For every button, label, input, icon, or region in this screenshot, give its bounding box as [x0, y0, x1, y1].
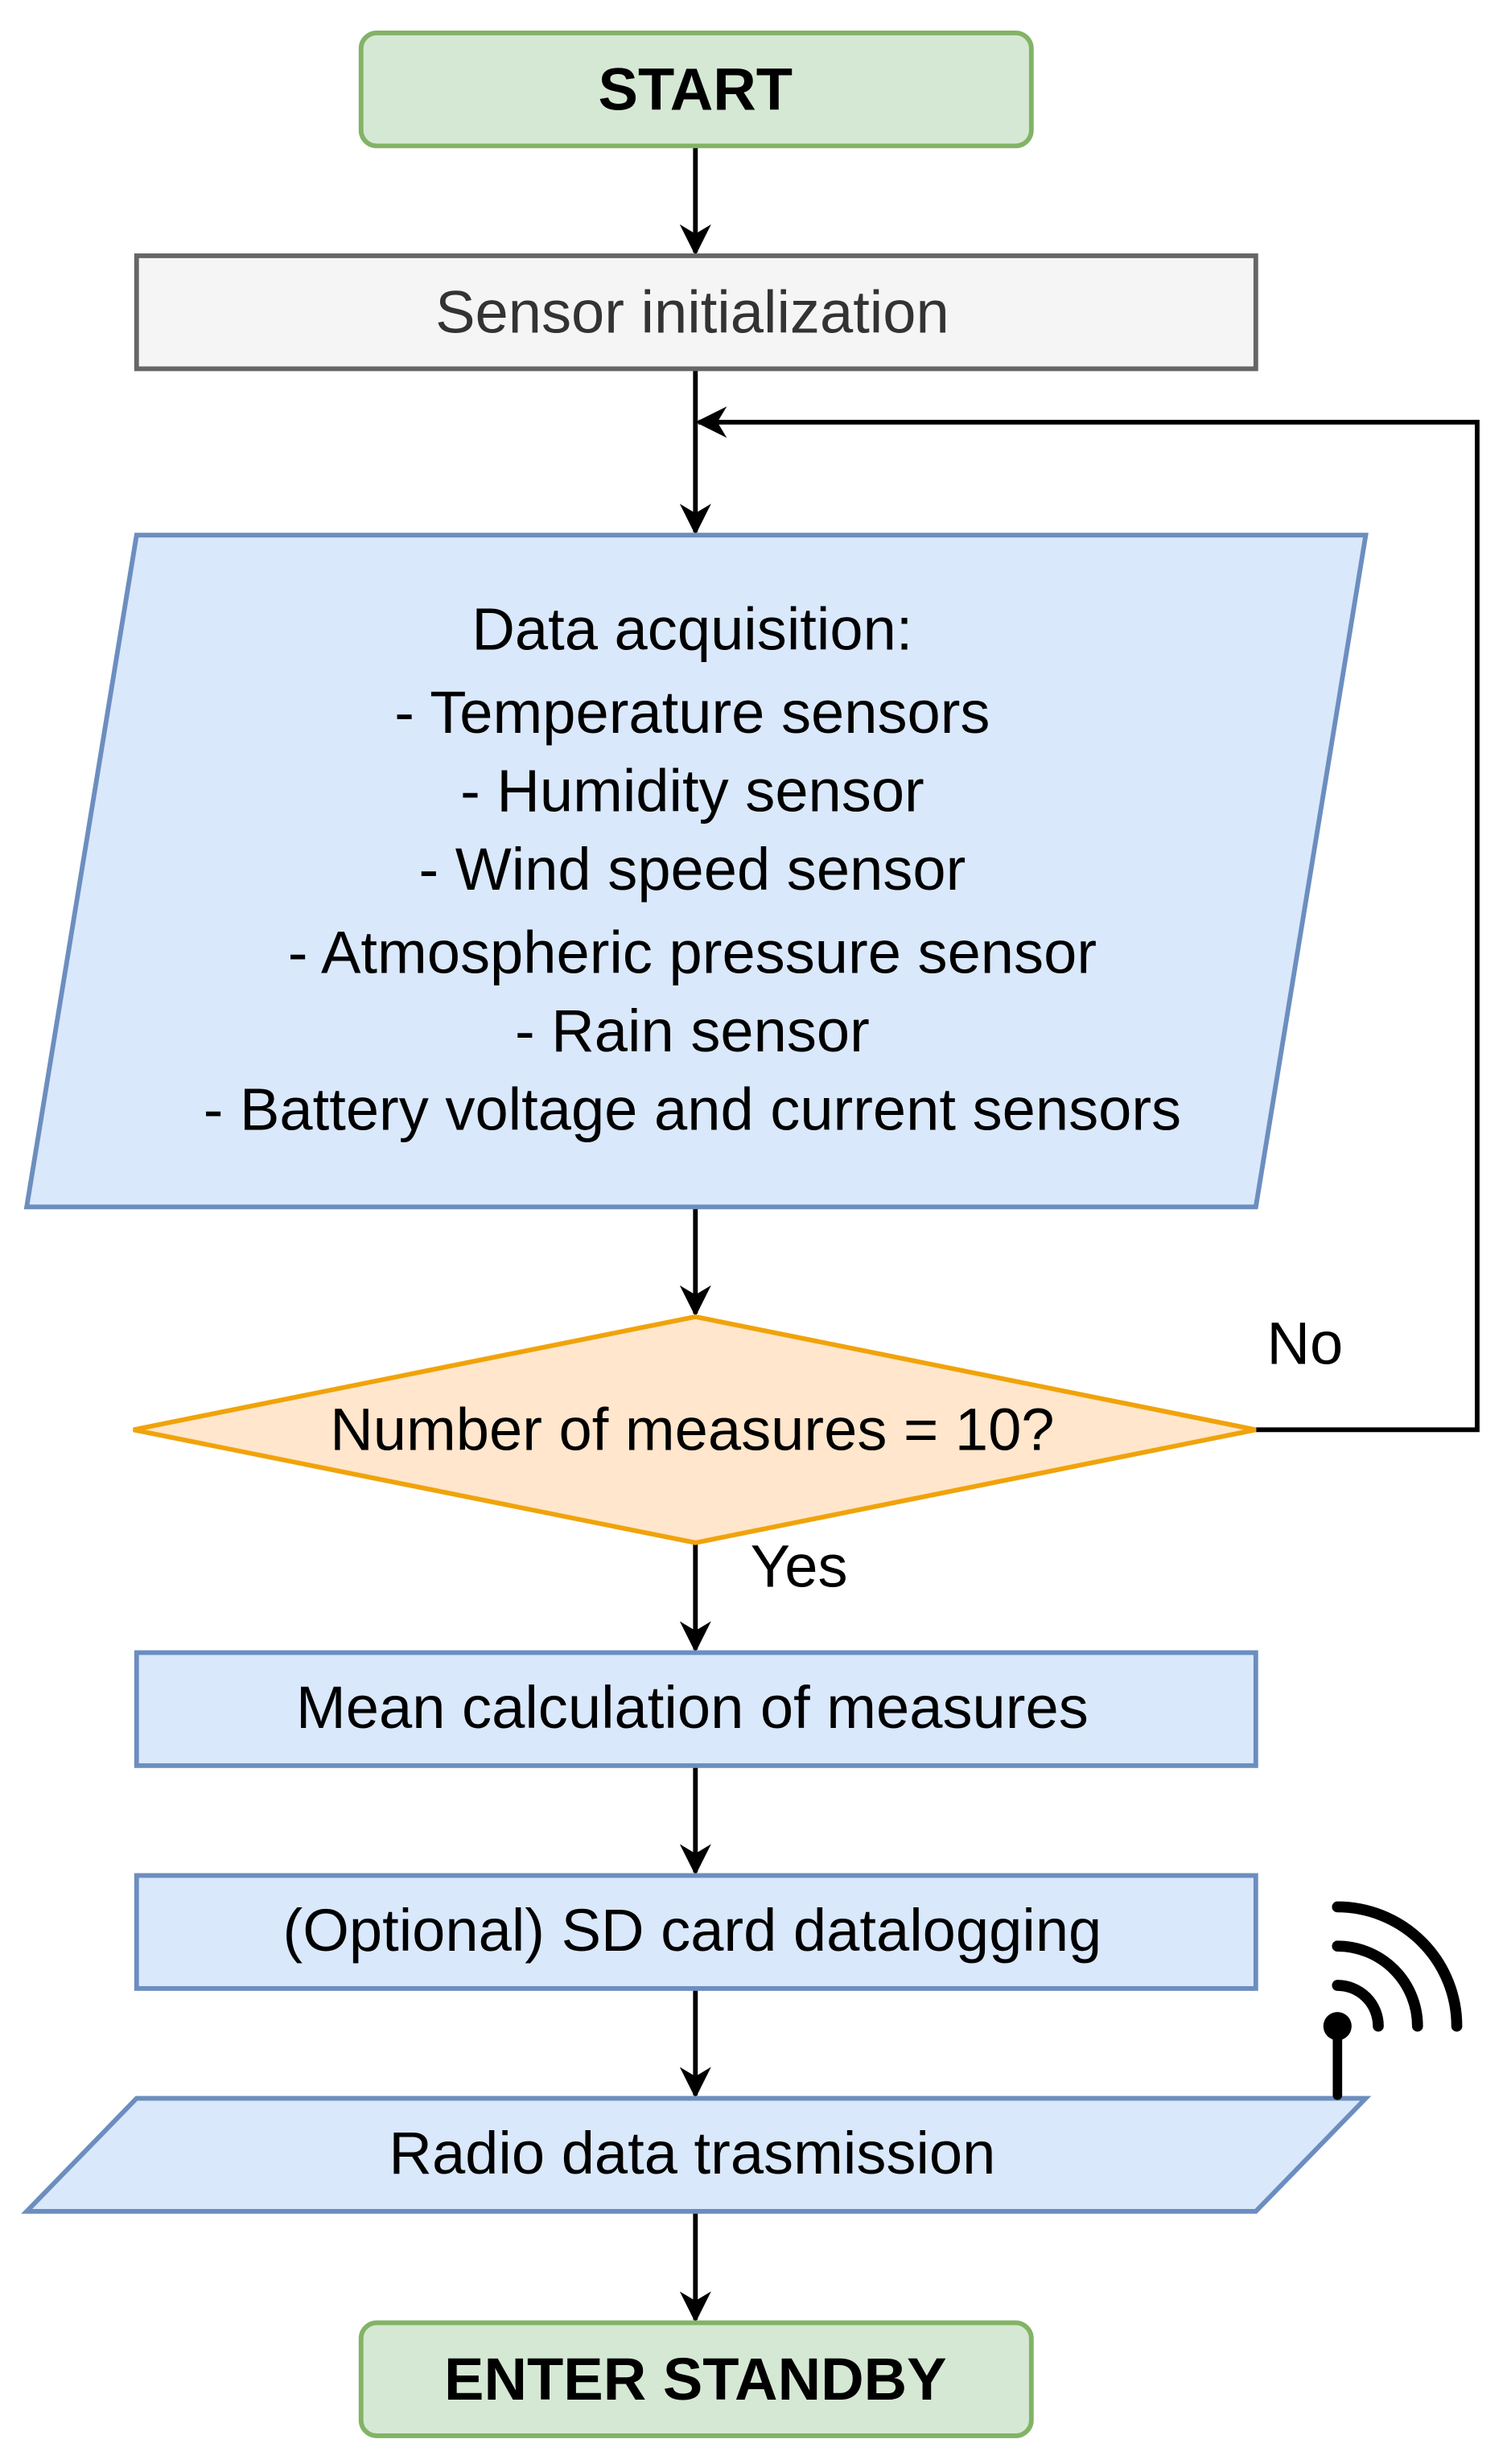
acquisition-item: - Battery voltage and current sensors [204, 1076, 1181, 1143]
decision-label: Number of measures = 10? [330, 1397, 1054, 1463]
init-label: Sensor initialization [435, 279, 949, 346]
antenna-signal-icon [1323, 1901, 1463, 2100]
mean-label: Mean calculation of measures [296, 1674, 1089, 1741]
start-label: START [599, 56, 793, 123]
end-label: ENTER STANDBY [444, 2346, 947, 2413]
connectors [679, 146, 1480, 2323]
init-node: Sensor initialization [134, 253, 1258, 372]
acquisition-item: - Atmospheric pressure sensor [288, 919, 1097, 986]
decision-node: Number of measures = 10? [133, 1314, 1257, 1545]
sd-label: (Optional) SD card datalogging [283, 1897, 1102, 1964]
acquisition-title: Data acquisition: [471, 596, 912, 663]
acquisition-item: - Rain sensor [515, 998, 870, 1064]
radio-label: Radio data trasmission [389, 2120, 995, 2186]
mean-node: Mean calculation of measures [134, 1650, 1258, 1768]
start-node: START [358, 30, 1034, 149]
acquisition-item: - Temperature sensors [394, 679, 990, 746]
end-node: ENTER STANDBY [358, 2320, 1034, 2438]
radio-node: Radio data trasmission [21, 2096, 1372, 2214]
acquisition-node: Data acquisition: - Temperature sensors … [23, 533, 1369, 1210]
acquisition-item: - Humidity sensor [460, 758, 924, 825]
no-label: No [1266, 1310, 1343, 1376]
acquisition-item: - Wind speed sensor [419, 836, 966, 903]
yes-label: Yes [751, 1532, 848, 1599]
arrow-no-loop [695, 406, 1480, 1433]
sd-node: (Optional) SD card datalogging [134, 1873, 1258, 1991]
